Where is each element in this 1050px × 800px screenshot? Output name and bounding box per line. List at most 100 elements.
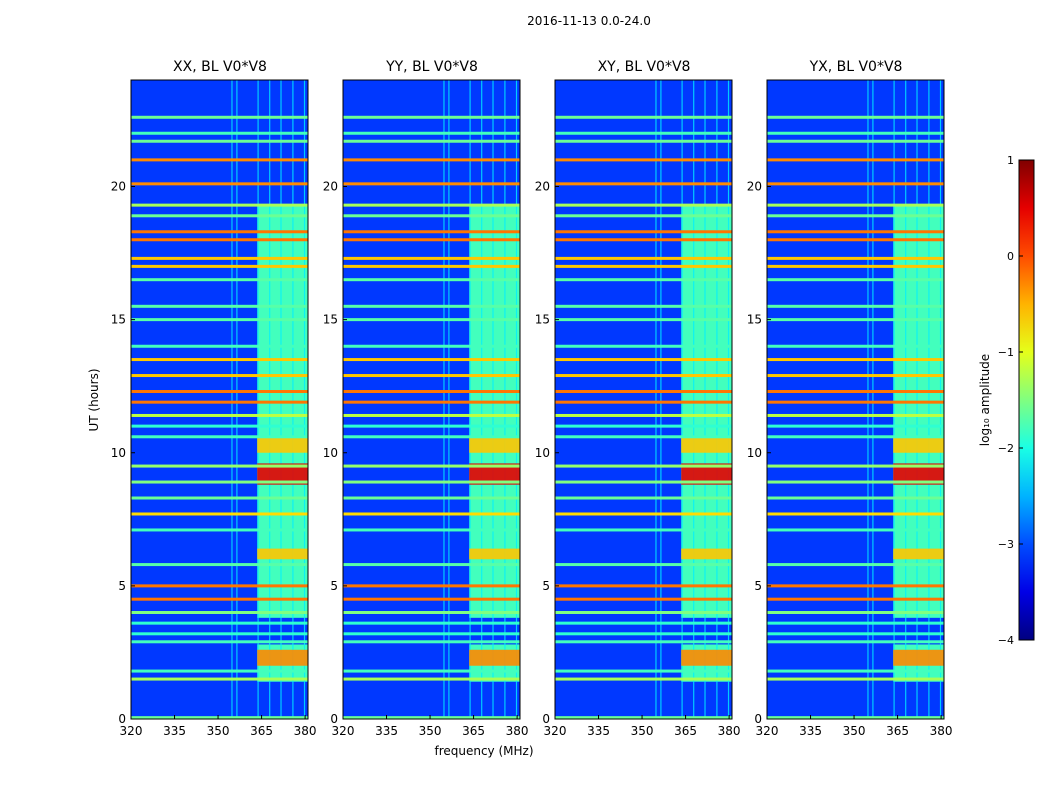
rfi-line-3 <box>343 640 520 644</box>
colorbar: 1 0 −1 −2 −3 −4 <box>998 154 1035 647</box>
rfi-line-14 <box>131 464 308 468</box>
y-tick-label: 0 <box>542 712 550 726</box>
rfi-line-36 <box>343 115 520 119</box>
rfi-line-5 <box>555 621 732 625</box>
y-tick-label: 20 <box>535 180 550 194</box>
rfi-line-11 <box>343 512 520 516</box>
hot-band-2 <box>257 436 308 453</box>
y-tick-label: 20 <box>747 180 762 194</box>
rfi-line-7 <box>131 597 308 601</box>
hot-band-1 <box>681 649 732 666</box>
panel-title-xy: XY, BL V0*V8 <box>597 59 691 75</box>
rfi-line-35 <box>131 131 308 135</box>
rfi-line-32 <box>343 182 520 186</box>
rfi-line-26 <box>767 264 944 268</box>
rfi-line-29 <box>131 230 308 234</box>
rfi-line-23 <box>131 318 308 322</box>
rfi-line-6 <box>767 611 944 614</box>
x-tick-label: 320 <box>756 724 779 738</box>
rfi-line-12 <box>767 496 944 500</box>
rfi-line-34 <box>131 139 308 143</box>
hot-band-0 <box>681 463 732 485</box>
hot-band-2 <box>893 436 944 453</box>
rfi-line-30 <box>555 214 732 218</box>
rfi-line-2 <box>131 669 308 673</box>
hot-band-0 <box>257 463 308 485</box>
rfi-line-25 <box>131 278 308 282</box>
x-tick-label: 380 <box>294 724 317 738</box>
y-tick-label: 15 <box>111 313 126 327</box>
x-tick-label: 365 <box>674 724 697 738</box>
rfi-line-8 <box>131 584 308 588</box>
rfi-line-20 <box>767 374 944 378</box>
rfi-line-19 <box>555 390 732 394</box>
rfi-line-25 <box>767 278 944 282</box>
rfi-line-20 <box>555 374 732 378</box>
rfi-line-18 <box>131 400 308 404</box>
rfi-line-2 <box>555 669 732 673</box>
colorbar-tick-label: −4 <box>998 634 1014 647</box>
rfi-line-1 <box>767 677 944 681</box>
rfi-line-31 <box>767 203 944 207</box>
y-tick-label: 10 <box>535 446 550 460</box>
x-tick-label: 320 <box>332 724 355 738</box>
colorbar-tick-label: 1 <box>1007 154 1014 167</box>
y-tick-label: 10 <box>747 446 762 460</box>
rfi-line-27 <box>555 256 732 260</box>
hot-band-1 <box>893 649 944 666</box>
y-tick-label: 15 <box>747 313 762 327</box>
rfi-line-17 <box>131 413 308 417</box>
rfi-line-8 <box>555 584 732 588</box>
rfi-line-6 <box>343 611 520 614</box>
rfi-line-7 <box>767 597 944 601</box>
x-tick-label: 350 <box>631 724 654 738</box>
rfi-line-25 <box>555 278 732 282</box>
rfi-line-30 <box>343 214 520 218</box>
rfi-line-3 <box>131 640 308 644</box>
y-tick-label: 10 <box>323 446 338 460</box>
x-tick-label: 335 <box>587 724 610 738</box>
rfi-line-9 <box>131 563 308 567</box>
rfi-line-36 <box>555 115 732 119</box>
heatmap-panel-yy: 320 335 350 365 380 0 5 10 15 20 <box>323 79 529 738</box>
hot-band-3 <box>257 548 308 560</box>
rfi-line-9 <box>555 563 732 567</box>
rfi-line-33 <box>131 158 308 162</box>
x-tick-label: 380 <box>506 724 529 738</box>
x-tick-label: 320 <box>544 724 567 738</box>
rfi-line-34 <box>555 139 732 143</box>
rfi-line-10 <box>131 528 308 532</box>
y-tick-label: 15 <box>323 313 338 327</box>
rfi-line-5 <box>131 621 308 625</box>
x-tick-label: 350 <box>207 724 230 738</box>
rfi-line-24 <box>343 304 520 308</box>
x-tick-label: 335 <box>163 724 186 738</box>
rfi-line-3 <box>767 640 944 644</box>
rfi-line-15 <box>343 435 520 439</box>
panel-title-yx: YX, BL V0*V8 <box>809 59 903 75</box>
rfi-line-36 <box>131 115 308 119</box>
rfi-line-23 <box>343 318 520 322</box>
x-tick-label: 380 <box>930 724 953 738</box>
rfi-line-33 <box>343 158 520 162</box>
rfi-line-8 <box>343 584 520 588</box>
x-tick-label: 365 <box>250 724 273 738</box>
rfi-line-12 <box>555 496 732 500</box>
y-tick-label: 10 <box>111 446 126 460</box>
rfi-line-13 <box>343 480 520 484</box>
rfi-line-19 <box>767 390 944 394</box>
rfi-line-1 <box>343 677 520 681</box>
rfi-line-13 <box>767 480 944 484</box>
rfi-line-14 <box>343 464 520 468</box>
rfi-line-24 <box>555 304 732 308</box>
rfi-line-28 <box>131 238 308 242</box>
hot-band-3 <box>469 548 520 560</box>
figure-suptitle: 2016-11-13 0.0-24.0 <box>527 14 651 28</box>
hot-band-2 <box>681 436 732 453</box>
y-tick-label: 5 <box>330 579 338 593</box>
x-tick-label: 365 <box>886 724 909 738</box>
rfi-line-2 <box>343 669 520 673</box>
colorbar-gradient <box>1018 159 1035 641</box>
rfi-line-23 <box>555 318 732 322</box>
rfi-line-9 <box>343 563 520 567</box>
